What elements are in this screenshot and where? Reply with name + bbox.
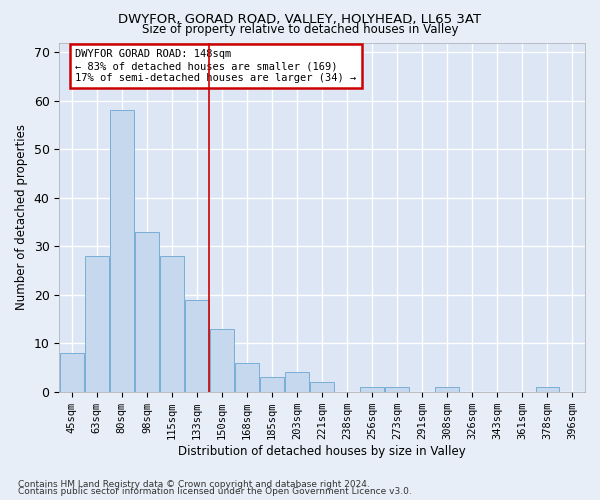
Bar — [60, 353, 83, 392]
Text: Size of property relative to detached houses in Valley: Size of property relative to detached ho… — [142, 22, 458, 36]
Bar — [260, 377, 284, 392]
Bar — [110, 110, 134, 392]
Bar — [135, 232, 159, 392]
Bar — [536, 387, 559, 392]
Bar — [185, 300, 209, 392]
Text: Contains HM Land Registry data © Crown copyright and database right 2024.: Contains HM Land Registry data © Crown c… — [18, 480, 370, 489]
Text: Contains public sector information licensed under the Open Government Licence v3: Contains public sector information licen… — [18, 488, 412, 496]
Text: DWYFOR GORAD ROAD: 148sqm
← 83% of detached houses are smaller (169)
17% of semi: DWYFOR GORAD ROAD: 148sqm ← 83% of detac… — [75, 50, 356, 82]
Bar — [436, 387, 459, 392]
Text: DWYFOR, GORAD ROAD, VALLEY, HOLYHEAD, LL65 3AT: DWYFOR, GORAD ROAD, VALLEY, HOLYHEAD, LL… — [118, 12, 482, 26]
X-axis label: Distribution of detached houses by size in Valley: Distribution of detached houses by size … — [178, 444, 466, 458]
Bar — [235, 362, 259, 392]
Y-axis label: Number of detached properties: Number of detached properties — [15, 124, 28, 310]
Bar — [385, 387, 409, 392]
Bar — [160, 256, 184, 392]
Bar — [85, 256, 109, 392]
Bar — [210, 328, 234, 392]
Bar — [361, 387, 384, 392]
Bar — [285, 372, 309, 392]
Bar — [310, 382, 334, 392]
